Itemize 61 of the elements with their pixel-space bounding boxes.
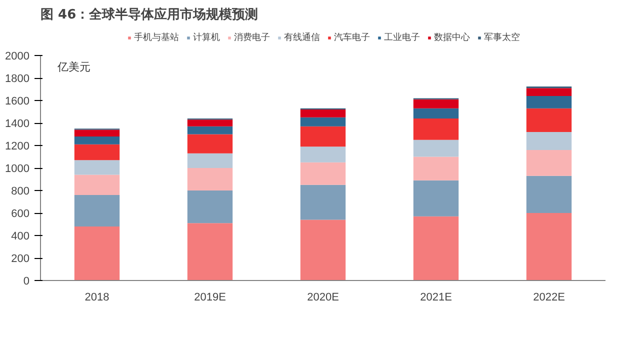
x-tick-label: 2021E bbox=[420, 292, 452, 304]
bar bbox=[74, 226, 120, 280]
bar bbox=[300, 110, 346, 118]
bar bbox=[413, 156, 459, 180]
bar bbox=[187, 168, 233, 190]
legend-label: 计算机 bbox=[193, 32, 220, 44]
y-tick-label: 1800 bbox=[5, 73, 30, 85]
legend-label: 军事太空 bbox=[484, 32, 520, 44]
bar bbox=[300, 146, 346, 162]
bar bbox=[413, 180, 459, 216]
bar bbox=[74, 130, 120, 136]
x-tick-label: 2020E bbox=[307, 292, 339, 304]
y-tick-label: 200 bbox=[11, 253, 30, 265]
legend-label: 有线通信 bbox=[284, 32, 320, 44]
bar bbox=[526, 132, 572, 150]
bar bbox=[300, 162, 346, 185]
bar bbox=[413, 118, 459, 140]
y-tick-label: 1600 bbox=[5, 96, 30, 108]
bar bbox=[187, 190, 233, 224]
y-tick-label: 400 bbox=[11, 230, 30, 242]
bar bbox=[187, 120, 233, 126]
bar bbox=[526, 150, 572, 176]
y-tick-label: 2000 bbox=[5, 50, 30, 62]
bar bbox=[187, 223, 233, 280]
legend-label: 工业电子 bbox=[384, 32, 420, 44]
y-tick-label: 800 bbox=[11, 186, 30, 198]
bar bbox=[187, 134, 233, 154]
bar bbox=[300, 117, 346, 126]
bar bbox=[187, 153, 233, 168]
legend-label: 数据中心 bbox=[434, 32, 470, 44]
bar bbox=[413, 216, 459, 280]
bar bbox=[413, 140, 459, 157]
bar bbox=[300, 184, 346, 220]
legend-label: 手机与基站 bbox=[134, 32, 179, 44]
bar bbox=[526, 96, 572, 108]
y-tick-label: 0 bbox=[23, 276, 30, 288]
y-tick-label: 1400 bbox=[5, 118, 30, 130]
x-tick-label: 2018 bbox=[84, 292, 110, 304]
bar bbox=[526, 108, 572, 132]
x-tick-label: 2022E bbox=[533, 292, 565, 304]
y-tick-label: 1000 bbox=[5, 163, 30, 175]
y-tick-label: 600 bbox=[11, 208, 30, 220]
bar bbox=[526, 88, 572, 96]
bar bbox=[187, 126, 233, 134]
bar bbox=[74, 160, 120, 175]
y-axis-title: 亿美元 bbox=[56, 60, 90, 74]
bar bbox=[74, 195, 120, 226]
chart-title: 图 46：全球半导体应用市场规模预测 bbox=[40, 6, 258, 22]
bar bbox=[300, 126, 346, 147]
legend-label: 汽车电子 bbox=[334, 32, 370, 44]
x-tick-label: 2019E bbox=[194, 292, 226, 304]
legend-label: 消费电子 bbox=[234, 32, 270, 44]
bar bbox=[413, 108, 459, 118]
bar bbox=[74, 144, 120, 160]
y-tick-label: 1200 bbox=[5, 140, 30, 152]
bar bbox=[74, 136, 120, 144]
bar bbox=[300, 220, 346, 280]
bar bbox=[526, 213, 572, 280]
bar bbox=[74, 174, 120, 195]
bar bbox=[413, 99, 459, 108]
bar bbox=[526, 176, 572, 213]
